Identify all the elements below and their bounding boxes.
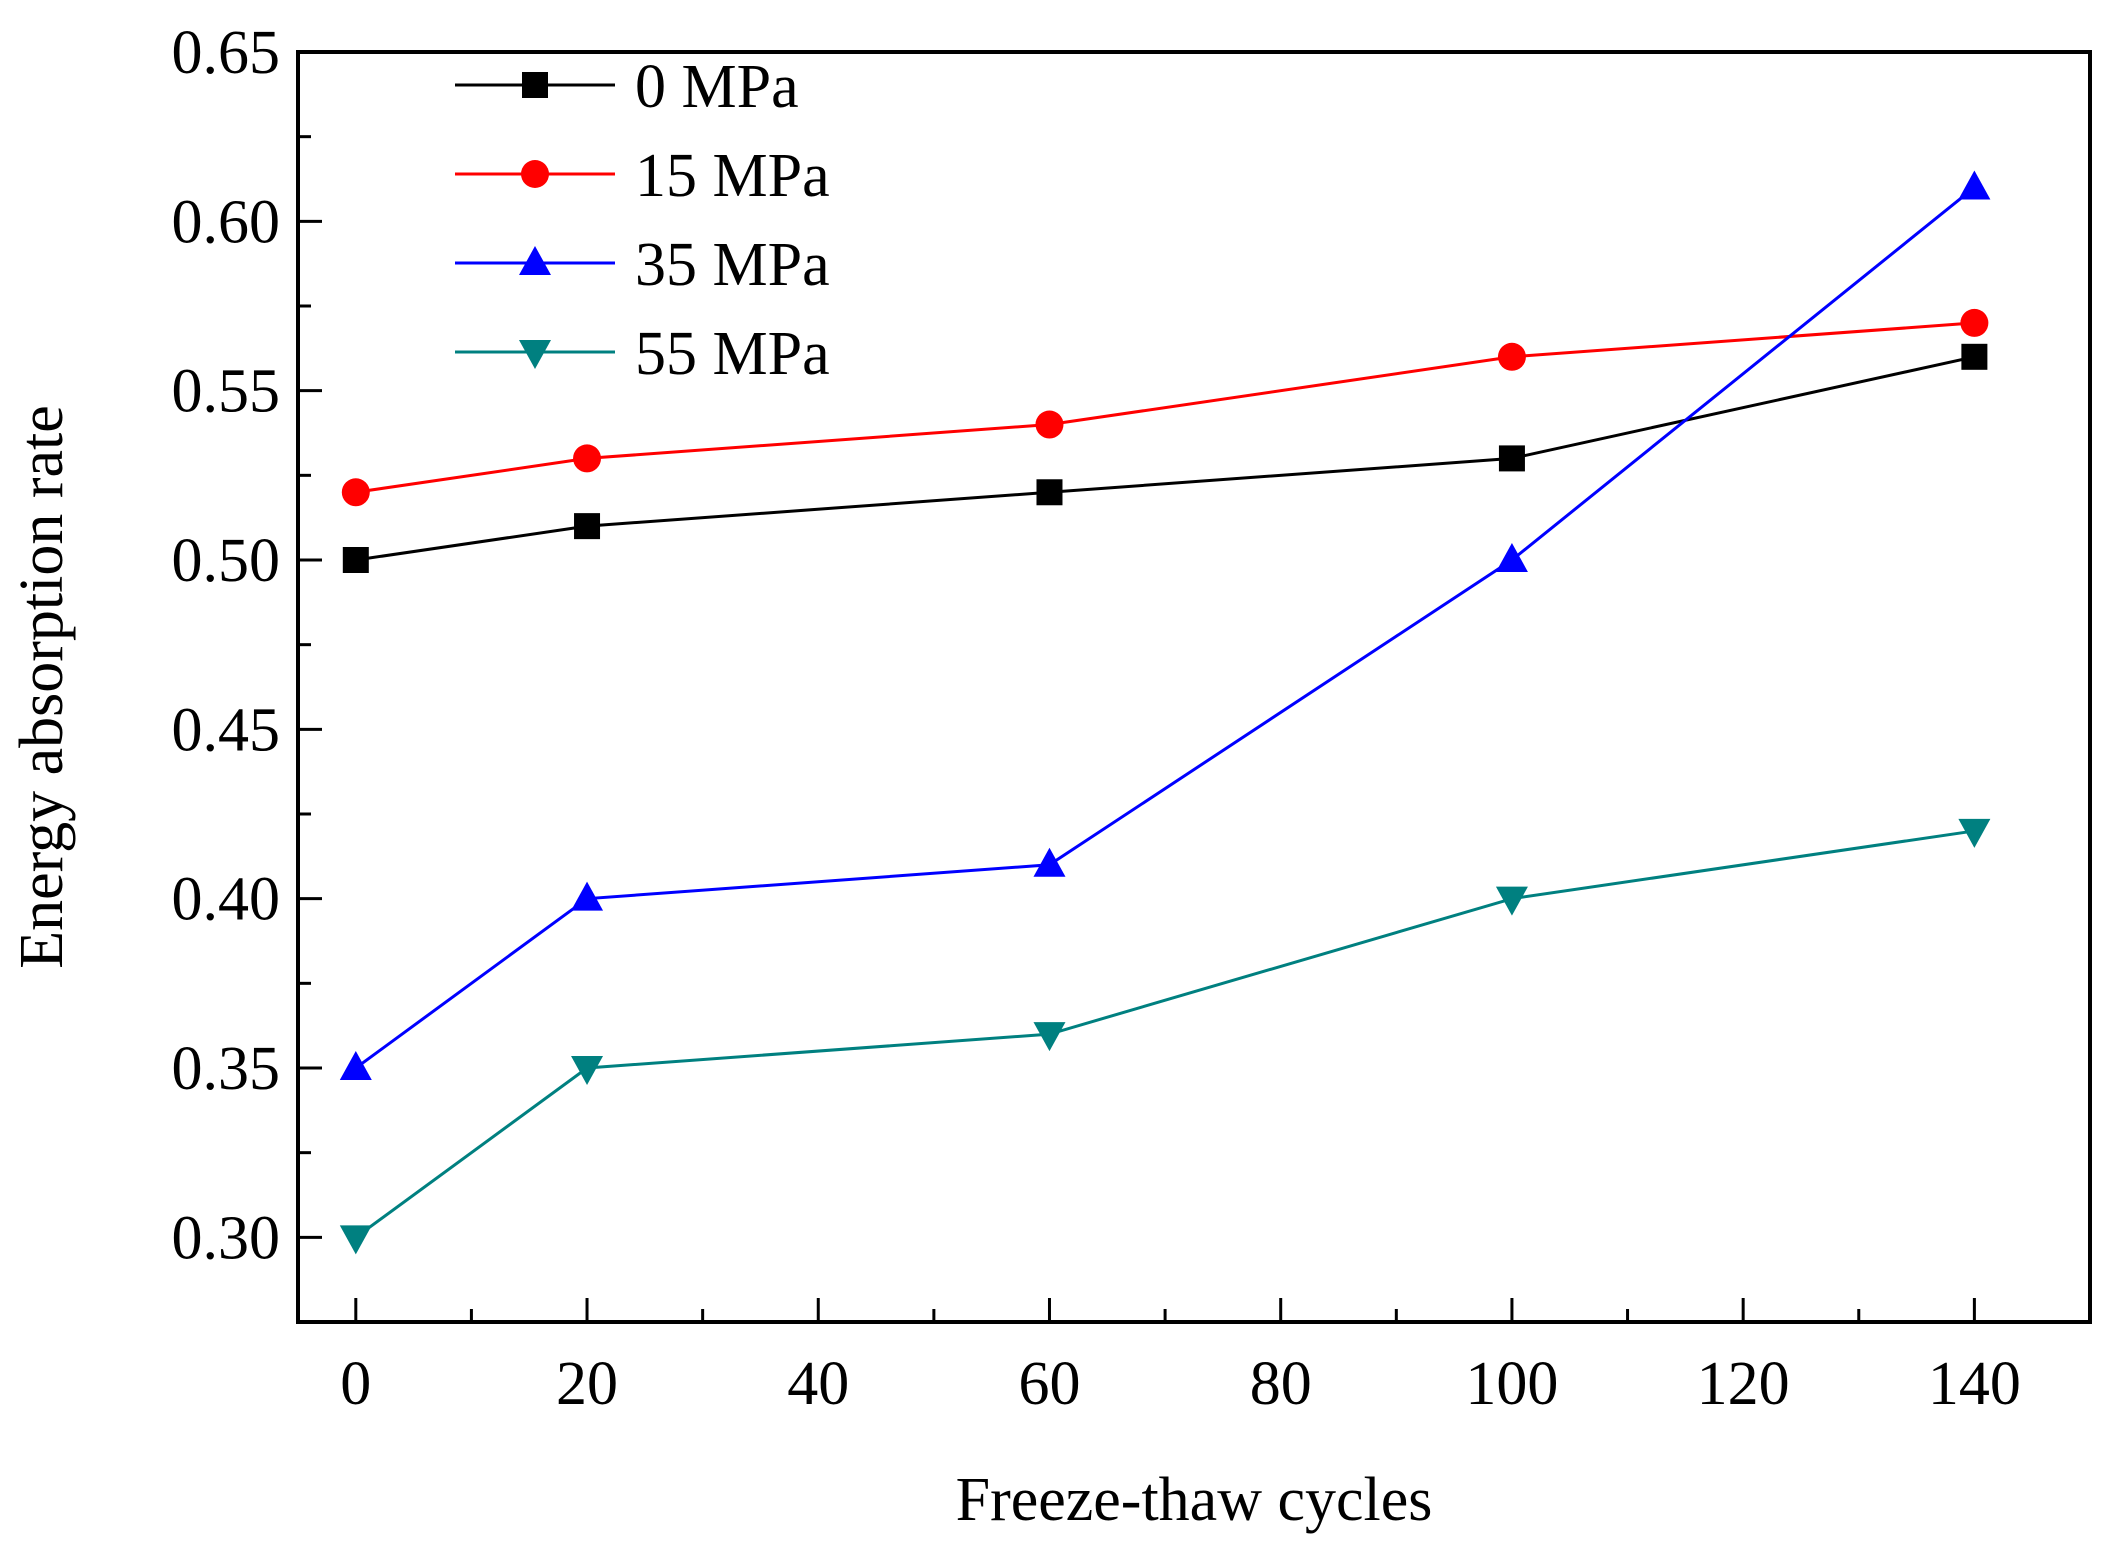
legend-item: 15 MPa xyxy=(455,142,830,210)
x-axis-title: Freeze-thaw cycles xyxy=(956,1466,1433,1534)
legend-label: 55 MPa xyxy=(635,320,830,388)
data-point xyxy=(1960,308,1989,337)
legend-item: 0 MPa xyxy=(455,53,799,121)
legend-marker xyxy=(519,246,551,275)
series-line xyxy=(355,321,1975,494)
y-tick-label: 0.60 xyxy=(172,188,281,256)
y-tick-label: 0.30 xyxy=(172,1204,281,1272)
y-tick-label: 0.50 xyxy=(172,527,281,595)
data-point xyxy=(1495,886,1528,916)
y-tick-label: 0.65 xyxy=(172,19,281,87)
plot-area xyxy=(339,170,1991,1255)
series-line xyxy=(354,186,1976,1070)
data-point xyxy=(1497,342,1526,371)
x-tick-label: 80 xyxy=(1250,1350,1312,1418)
legend-label: 0 MPa xyxy=(635,53,799,121)
data-point xyxy=(1035,410,1064,439)
data-point xyxy=(339,1225,372,1255)
y-tick-label: 0.55 xyxy=(172,358,281,426)
y-tick-label: 0.45 xyxy=(172,696,281,764)
series-35-mpa xyxy=(339,170,1991,1080)
x-tick-label: 0 xyxy=(340,1350,371,1418)
legend-label: 35 MPa xyxy=(635,231,830,299)
x-tick-label: 20 xyxy=(556,1350,618,1418)
data-point xyxy=(1495,543,1528,572)
data-point xyxy=(1498,445,1525,472)
data-point xyxy=(1033,847,1066,877)
x-tick-label: 40 xyxy=(787,1350,849,1418)
data-point xyxy=(574,513,601,540)
data-point xyxy=(1033,1022,1066,1052)
legend-item: 35 MPa xyxy=(455,231,830,299)
legend-marker xyxy=(521,160,549,188)
x-tick-label: 120 xyxy=(1697,1350,1790,1418)
x-tick-label: 140 xyxy=(1928,1350,2021,1418)
data-point xyxy=(571,881,604,911)
data-point xyxy=(342,547,369,573)
legend-marker xyxy=(519,340,551,369)
series-15-mpa xyxy=(341,308,1989,507)
data-point xyxy=(1958,818,1991,848)
series-line xyxy=(354,829,1975,1239)
data-point xyxy=(339,1051,372,1080)
data-point xyxy=(573,444,602,473)
data-point xyxy=(1958,170,1991,200)
plot-frame xyxy=(296,50,2092,1324)
legend-label: 15 MPa xyxy=(635,142,830,210)
series-55-mpa xyxy=(339,818,1991,1255)
series-0-mpa xyxy=(342,343,1988,573)
data-point xyxy=(341,478,370,507)
data-point xyxy=(1961,343,1988,370)
y-axis-title: Energy absorption rate xyxy=(8,405,76,969)
x-axis: 0 20 40 60 80 100 120 140 xyxy=(340,1298,2021,1418)
y-tick-label: 0.35 xyxy=(172,1035,281,1103)
legend-marker xyxy=(522,72,548,98)
y-tick-label: 0.40 xyxy=(172,866,281,934)
data-point xyxy=(571,1056,604,1085)
data-point xyxy=(1036,479,1063,506)
legend: 0 MPa 15 MPa 35 MPa 55 MPa xyxy=(455,53,830,388)
y-axis: 0.30 0.35 0.40 0.45 0.50 0.55 0.60 0.65 xyxy=(172,19,322,1272)
legend-item: 55 MPa xyxy=(455,320,830,388)
x-tick-label: 100 xyxy=(1465,1350,1558,1418)
x-tick-label: 60 xyxy=(1018,1350,1080,1418)
